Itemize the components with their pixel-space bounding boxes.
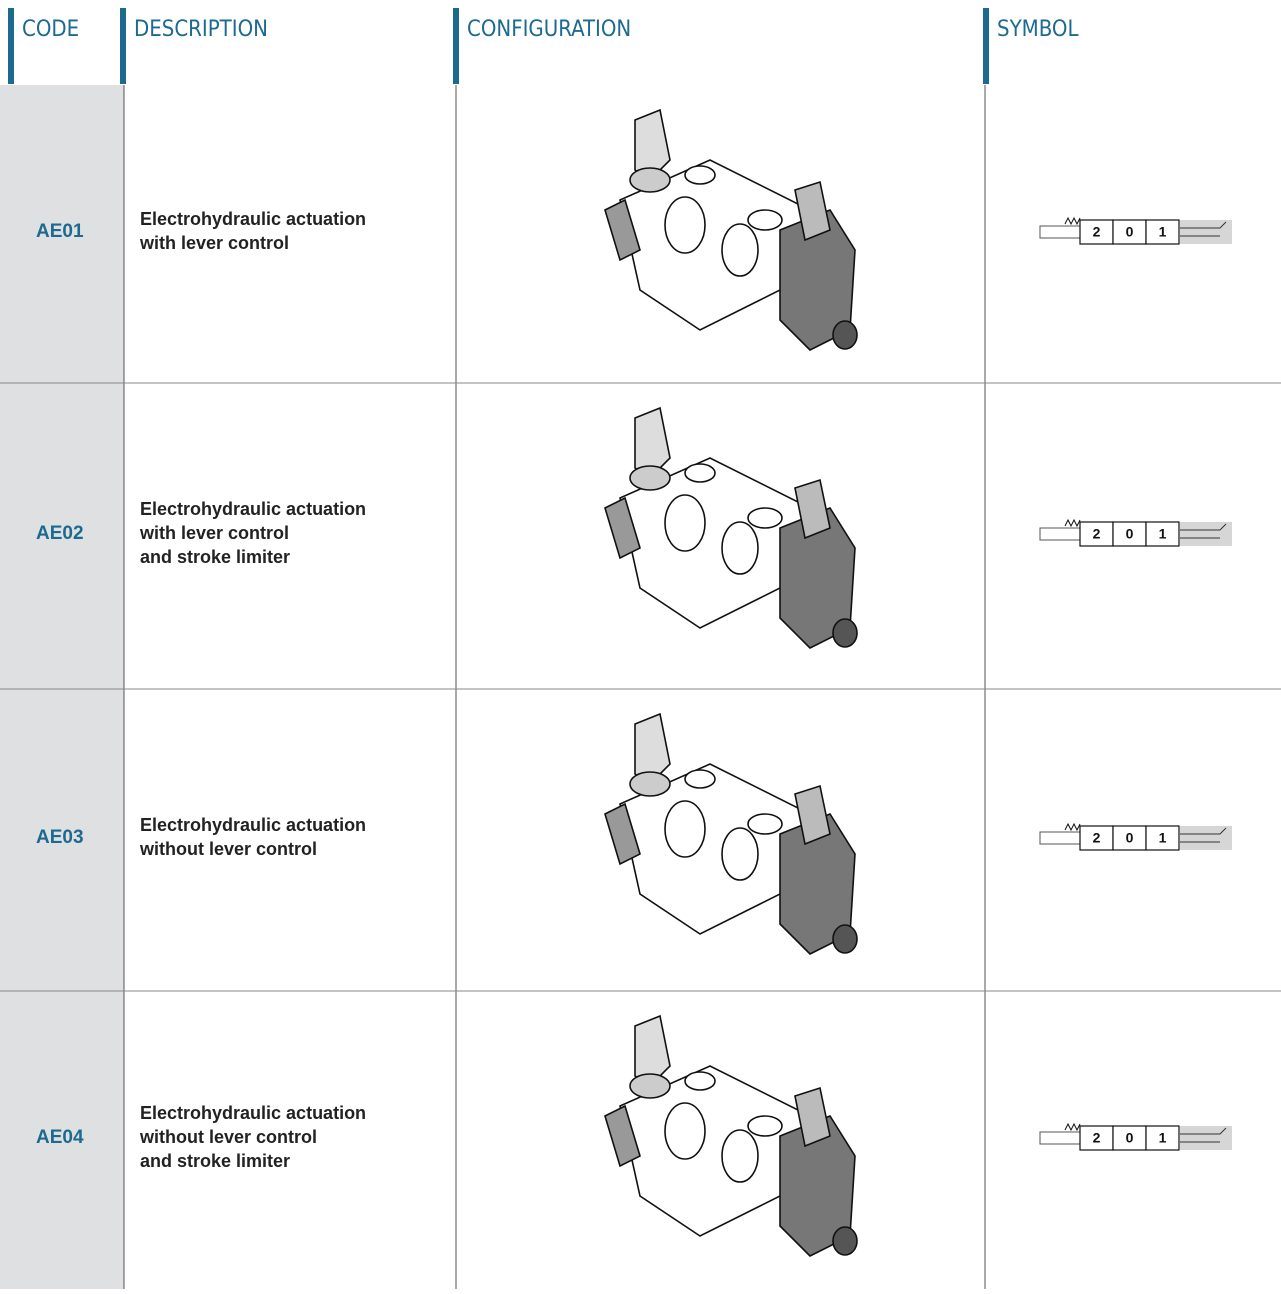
header: CODE DESCRIPTION CONFIGURATION SYMBOL <box>8 8 1079 84</box>
symbol-box <box>1145 521 1180 547</box>
header-bar <box>453 8 459 84</box>
symbol-label: 0 <box>1126 526 1134 542</box>
description-line: Electrohydraulic actuation <box>140 815 366 835</box>
symbol-box <box>1112 825 1147 851</box>
symbol-label: 0 <box>1126 830 1134 846</box>
symbol-box <box>1079 521 1114 547</box>
header-label: CODE <box>22 17 79 42</box>
symbol-label: 1 <box>1159 526 1167 542</box>
symbol-label: 2 <box>1093 224 1101 240</box>
symbol-right <box>1180 523 1227 539</box>
symbol-box <box>1112 1125 1147 1151</box>
header-label: SYMBOL <box>997 17 1079 42</box>
symbol-left <box>1039 831 1081 845</box>
description-line: Electrohydraulic actuation <box>140 499 366 519</box>
description-line: and stroke limiter <box>140 1151 290 1171</box>
symbol-spring <box>1064 216 1081 226</box>
symbol-box <box>1079 1125 1114 1151</box>
symbol-right <box>1180 1127 1227 1143</box>
code: AE03 <box>36 827 84 848</box>
symbol-label: 2 <box>1093 830 1101 846</box>
symbol-label: 2 <box>1093 526 1101 542</box>
symbol-left <box>1039 527 1081 541</box>
code: AE04 <box>36 1127 84 1148</box>
description-line: and stroke limiter <box>140 547 290 567</box>
symbol-spring <box>1064 518 1081 528</box>
description-line: Electrohydraulic actuation <box>140 1103 366 1123</box>
symbol-left <box>1039 1131 1081 1145</box>
code: AE02 <box>36 523 84 544</box>
configuration-image <box>604 1015 858 1257</box>
code-column-bg <box>0 85 124 1289</box>
symbol-label: 1 <box>1159 830 1167 846</box>
symbol-left <box>1039 225 1081 239</box>
header-label: CONFIGURATION <box>467 17 631 42</box>
symbol-label: 1 <box>1159 1130 1167 1146</box>
header-bar <box>8 8 14 84</box>
header-label: DESCRIPTION <box>134 17 268 42</box>
description-line: without lever control <box>139 1127 317 1147</box>
symbol-box <box>1145 219 1180 245</box>
configuration-image <box>604 713 858 955</box>
symbol-box <box>1145 825 1180 851</box>
description-line: Electrohydraulic actuation <box>140 209 366 229</box>
symbol-spring <box>1064 1122 1081 1132</box>
header-bar <box>120 8 126 84</box>
symbol-right <box>1180 221 1227 237</box>
description-line: with lever control <box>139 233 289 253</box>
description-line: without lever control <box>139 839 317 859</box>
table: AE01 Electrohydraulic actuation with lever… <box>0 85 1281 1289</box>
symbol-label: 1 <box>1159 224 1167 240</box>
code: AE01 <box>36 221 84 242</box>
symbol-box <box>1145 1125 1180 1151</box>
header-bar <box>983 8 989 84</box>
symbol-label: 0 <box>1126 1130 1134 1146</box>
symbol-label: 2 <box>1093 1130 1101 1146</box>
symbol-spring <box>1064 822 1081 832</box>
configuration-image <box>604 109 858 351</box>
configuration-image <box>604 407 858 649</box>
symbol-label: 0 <box>1126 224 1134 240</box>
symbol-box <box>1112 521 1147 547</box>
symbol-right <box>1180 827 1227 843</box>
description-line: with lever control <box>139 523 289 543</box>
symbol-box <box>1112 219 1147 245</box>
